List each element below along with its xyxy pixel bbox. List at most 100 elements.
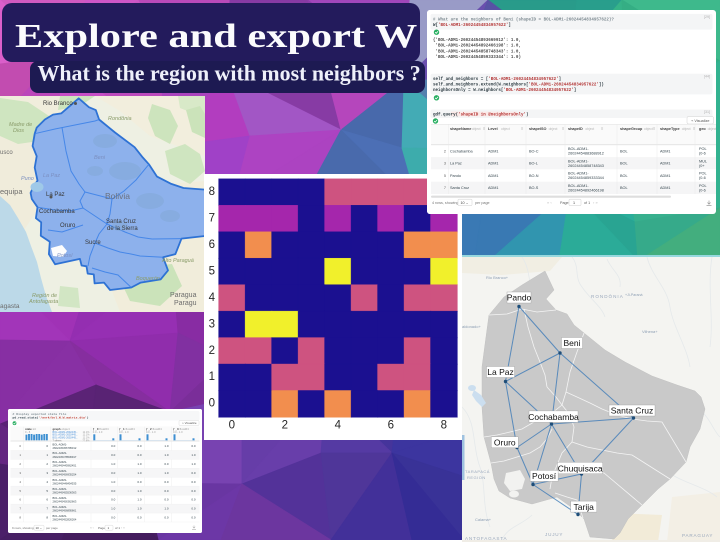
svg-text:La Paz: La Paz (487, 367, 513, 377)
svg-text:8: 8 (19, 516, 21, 520)
svg-text:BOL-ADM1-: BOL-ADM1- (568, 159, 589, 163)
svg-text:per page: per page (475, 201, 490, 205)
svg-text:0.0: 0.0 (137, 480, 142, 484)
svg-text:1.0: 1.0 (137, 462, 142, 466)
svg-text:Potosí: Potosí (57, 253, 73, 259)
svg-text:object: object (472, 127, 481, 131)
svg-text:1.0: 1.0 (137, 471, 142, 475)
svg-text:Pando: Pando (450, 174, 461, 178)
svg-text:MUL: MUL (699, 159, 707, 163)
svg-text:self_and_neighbors.extend(W.ne: self_and_neighbors.extend(W.neighbors['B… (433, 83, 604, 88)
svg-text:Rondônia: Rondônia (108, 116, 132, 122)
svg-text:ƒ _1 float64: ƒ _1 float64 (119, 427, 135, 431)
svg-text:≡: ≡ (653, 126, 656, 131)
svg-text:Cochabamba: Cochabamba (450, 149, 473, 153)
svg-text:Calama+: Calama+ (475, 517, 492, 522)
svg-text:0: 0 (19, 444, 21, 448)
svg-text:BO-S: BO-S (529, 186, 539, 190)
svg-text:Alto Paraguá: Alto Paraguá (161, 258, 194, 264)
svg-text:agasta: agasta (0, 303, 20, 310)
svg-text:1.0: 1.0 (191, 453, 196, 457)
svg-text:of 1: of 1 (115, 526, 120, 530)
svg-text:7: 7 (46, 507, 48, 511)
svg-text:1.0: 1.0 (164, 471, 169, 475)
svg-text:1.0: 1.0 (137, 489, 142, 493)
svg-text:9 rows, showing: 9 rows, showing (12, 526, 34, 530)
svg-text:4: 4 (209, 292, 216, 304)
svg-text:0.0: 0.0 (111, 498, 116, 502)
svg-text:8: 8 (441, 420, 447, 432)
svg-text:3: 3 (444, 162, 446, 166)
svg-text:Beni: Beni (563, 338, 580, 348)
svg-text:26024454883688912: 26024454883688912 (568, 152, 604, 156)
svg-text:ADM1: ADM1 (488, 174, 499, 178)
svg-text:equipa: equipa (0, 187, 23, 196)
svg-text:BOL-ADM1-: BOL-ADM1- (53, 496, 68, 500)
svg-text:Vilhena+: Vilhena+ (642, 329, 658, 334)
svg-text:What is the region with most n: What is the region with most neighbors ? (38, 60, 421, 85)
svg-text:5: 5 (444, 174, 446, 178)
svg-text:per page: per page (46, 526, 58, 530)
svg-text:Bolivia: Bolivia (105, 191, 130, 201)
svg-text:1.0: 1.0 (164, 453, 169, 457)
svg-text:Pando: Pando (507, 293, 532, 303)
svg-text:3: 3 (19, 471, 21, 475)
svg-text:2602445448454535: 2602445448454535 (53, 482, 77, 486)
svg-text:0.0: 0.0 (191, 444, 196, 448)
svg-text:Page: Page (98, 526, 105, 530)
svg-text:Potosí: Potosí (532, 471, 557, 481)
svg-text:Oruro: Oruro (60, 223, 76, 229)
svg-text:Rio Branco+: Rio Branco+ (486, 275, 509, 280)
svg-text:2: 2 (209, 345, 215, 357)
svg-text:BOL-ADM1-: BOL-ADM1- (53, 514, 68, 518)
svg-text:0.0: 0.0 (137, 453, 142, 457)
svg-text:⌁ Visualize: ⌁ Visualize (691, 119, 709, 123)
svg-text:shapeName: shapeName (450, 127, 471, 131)
svg-text:Sucre: Sucre (85, 240, 101, 246)
svg-text:object: object (644, 127, 653, 131)
svg-text:object: object (708, 127, 716, 131)
svg-text:2602445445962451: 2602445445962451 (53, 464, 77, 468)
svg-text:2602445456362663: 2602445456362663 (53, 500, 77, 504)
svg-text:0.0 - 1.0: 0.0 - 1.0 (93, 430, 103, 434)
svg-text:Paragua: Paragua (170, 292, 197, 299)
svg-text:5: 5 (19, 489, 21, 493)
svg-text:ANTOFAGASTA: ANTOFAGASTA (465, 536, 507, 540)
svg-text:≡: ≡ (601, 126, 604, 131)
svg-text:0.0: 0.0 (191, 471, 196, 475)
svg-text:1.0: 1.0 (164, 507, 169, 511)
svg-text:10 ⌄: 10 ⌄ (36, 526, 43, 530)
svg-text:Cochabamba: Cochabamba (39, 209, 75, 215)
svg-text:BOL-ADM1-2602445...: BOL-ADM1-2602445... (53, 434, 79, 437)
svg-text:Madre de: Madre de (9, 122, 32, 128)
svg-text:0.0: 0.0 (164, 498, 169, 502)
svg-text:1: 1 (573, 201, 575, 205)
svg-text:pd.read_stata('/work/bol_W_W_m: pd.read_stata('/work/bol_W_W_matrix.dta'… (13, 416, 89, 420)
svg-text:2602445455536363: 2602445455536363 (53, 491, 77, 495)
svg-text:neighborsOnly = W.neighbors['B: neighborsOnly = W.neighbors['BOL-ADM1-26… (433, 88, 576, 93)
svg-text:0.0: 0.0 (164, 462, 169, 466)
svg-text:0.0: 0.0 (191, 507, 196, 511)
svg-text:de la Sierra: de la Sierra (107, 226, 138, 232)
svg-text:BO-L: BO-L (529, 162, 538, 166)
svg-text:5: 5 (209, 265, 215, 277)
svg-text:Chuquisaca: Chuquisaca (558, 463, 603, 473)
svg-text:11.1%: 11.1% (83, 437, 91, 440)
svg-text:≡: ≡ (562, 126, 565, 131)
svg-text:Boquerón: Boquerón (136, 276, 160, 282)
svg-text:0.0: 0.0 (111, 453, 116, 457)
svg-text:La Paz: La Paz (43, 173, 60, 179)
svg-text:Beni: Beni (94, 155, 106, 161)
svg-text:POL: POL (699, 172, 707, 176)
svg-text:ƒ _0 float64: ƒ _0 float64 (93, 427, 109, 431)
svg-text:Explore and export W: Explore and export W (15, 18, 417, 55)
svg-text:# What are the neighbors of Be: # What are the neighbors of Beni (shapeI… (433, 17, 614, 22)
svg-text:BOL-ADM1-: BOL-ADM1- (53, 442, 68, 446)
svg-text:BOL-ADM1-: BOL-ADM1- (53, 487, 68, 491)
svg-text:Región de: Región de (32, 293, 57, 299)
svg-text:geo: geo (699, 127, 706, 131)
svg-text:La Paz: La Paz (450, 162, 462, 166)
svg-text:4: 4 (335, 420, 342, 432)
svg-text:0: 0 (46, 444, 48, 448)
svg-text:BO-N: BO-N (529, 174, 539, 178)
